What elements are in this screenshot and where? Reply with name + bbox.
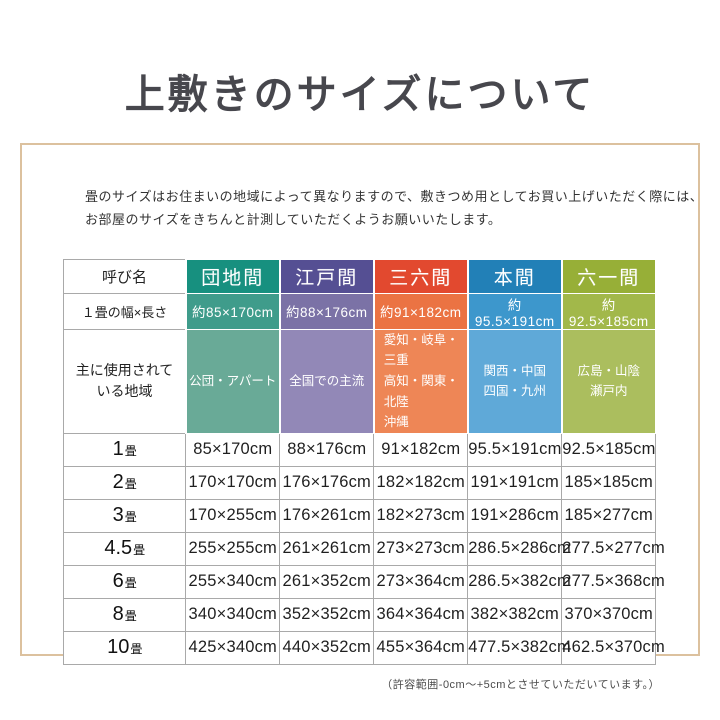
table-row-4-5jo: 4.5畳 255×255cm 261×261cm 273×273cm 286.5… [63,531,665,566]
value-cell: 170×255cm [185,498,281,533]
value-cell: 340×340cm [185,597,281,632]
mat-count: 1 [112,438,124,461]
column-header-honma: 本間 [466,258,563,294]
corner-header: 呼び名 [63,258,187,294]
mat-count: 3 [112,504,124,527]
region-cell: 全国での主流 [278,328,375,434]
unit-size-cell: 約88×176cm [278,292,375,330]
table-row-1jo: 1畳 85×170cm 88×176cm 91×182cm 95.5×191cm… [63,432,657,467]
tolerance-footnote: （許容範囲-0cm〜+5cmとさせていただいています。） [381,678,660,691]
value-cell: 364×364cm [373,597,469,632]
row-label: 4.5畳 [63,531,187,566]
mat-unit: 畳 [124,444,137,459]
mat-unit: 畳 [130,642,143,657]
row-label: 3畳 [63,498,187,533]
value-cell: 455×364cm [373,630,469,665]
row-label: 8畳 [63,597,187,632]
column-header-danchima: 団地間 [184,258,281,294]
value-cell: 185×277cm [561,498,657,533]
region-cell: 関西・中国 四国・九州 [466,328,563,434]
table-row-2jo: 2畳 170×170cm 176×176cm 182×182cm 191×191… [63,465,657,500]
mat-count: 2 [112,471,124,494]
value-cell: 277.5×277cm [561,531,665,566]
tatami-unit-size-row: １畳の幅×長さ 約85×170cm 約88×176cm 約91×182cm 約9… [63,292,657,330]
mat-unit: 畳 [124,510,137,525]
value-cell: 462.5×370cm [561,630,665,665]
table-row-3jo: 3畳 170×255cm 176×261cm 182×273cm 191×286… [63,498,657,533]
region-cell: 愛知・岐阜・三重 高知・関東・北陸 沖縄 [372,328,469,434]
value-cell: 255×255cm [185,531,281,566]
value-cell: 277.5×368cm [561,564,665,599]
column-header-edoma: 江戸間 [278,258,375,294]
value-cell: 88×176cm [279,432,375,467]
value-cell: 286.5×286cm [467,531,571,566]
value-cell: 477.5×382cm [467,630,571,665]
row-label: 1畳 [63,432,187,467]
value-cell: 261×352cm [279,564,375,599]
table-row-10jo: 10畳 425×340cm 440×352cm 455×364cm 477.5×… [63,630,665,665]
region-cell: 公団・アパート [184,328,281,434]
value-cell: 286.5×382cm [467,564,571,599]
value-cell: 191×191cm [467,465,563,500]
value-cell: 440×352cm [279,630,375,665]
mat-count: 10 [107,636,130,659]
unit-size-cell: 約95.5×191cm [466,292,563,330]
mat-unit: 畳 [124,576,137,591]
region-cell: 広島・山陰 瀬戸内 [560,328,657,434]
value-cell: 176×261cm [279,498,375,533]
column-header-rokuichima: 六一間 [560,258,657,294]
intro-line-1: 畳のサイズはお住まいの地域によって異なりますので、敷きつめ用としてお買い上げいた… [85,189,704,204]
table-row-6jo: 6畳 255×340cm 261×352cm 273×364cm 286.5×3… [63,564,665,599]
value-cell: 191×286cm [467,498,563,533]
value-cell: 273×364cm [373,564,469,599]
row-label: 2畳 [63,465,187,500]
table-row-8jo: 8畳 340×340cm 352×352cm 364×364cm 382×382… [63,597,657,632]
region-row: 主に使用されて いる地域 公団・アパート 全国での主流 愛知・岐阜・三重 高知・… [63,328,657,434]
row-label: 10畳 [63,630,187,665]
value-cell: 91×182cm [373,432,469,467]
value-cell: 352×352cm [279,597,375,632]
value-cell: 182×273cm [373,498,469,533]
mat-unit: 畳 [124,609,137,624]
value-cell: 255×340cm [185,564,281,599]
table-header-row: 呼び名 団地間 江戸間 三六間 本間 六一間 [63,258,657,294]
unit-size-cell: 約91×182cm [372,292,469,330]
mat-unit: 畳 [133,543,146,558]
value-cell: 182×182cm [373,465,469,500]
value-cell: 382×382cm [467,597,563,632]
page-title: 上敷きのサイズについて [124,72,596,117]
value-cell: 370×370cm [561,597,657,632]
row-label: 6畳 [63,564,187,599]
content-frame: 畳のサイズはお住まいの地域によって異なりますので、敷きつめ用としてお買い上げいた… [20,143,704,691]
value-cell: 425×340cm [185,630,281,665]
value-cell: 273×273cm [373,531,469,566]
mat-count: 6 [112,570,124,593]
mat-count: 8 [112,603,124,626]
tatami-size-table: 呼び名 団地間 江戸間 三六間 本間 六一間 １畳の幅×長さ 約85×170cm… [63,258,665,665]
intro-line-2: お部屋のサイズをきちんと計測していただくようお願いいたします。 [85,212,502,228]
value-cell: 176×176cm [279,465,375,500]
value-cell: 170×170cm [185,465,281,500]
value-cell: 95.5×191cm [467,432,563,467]
mat-unit: 畳 [124,477,137,492]
size-row-label: １畳の幅×長さ [63,292,187,330]
column-header-sanrokuma: 三六間 [372,258,469,294]
intro-text: 畳のサイズはお住まいの地域によって異なりますので、敷きつめ用としてお買い上げいた… [85,185,704,232]
unit-size-cell: 約92.5×185cm [560,292,657,330]
value-cell: 261×261cm [279,531,375,566]
value-cell: 185×185cm [561,465,657,500]
unit-size-cell: 約85×170cm [184,292,281,330]
value-cell: 85×170cm [185,432,281,467]
region-row-label: 主に使用されて いる地域 [63,328,187,434]
value-cell: 92.5×185cm [561,432,657,467]
mat-count: 4.5 [104,537,133,560]
